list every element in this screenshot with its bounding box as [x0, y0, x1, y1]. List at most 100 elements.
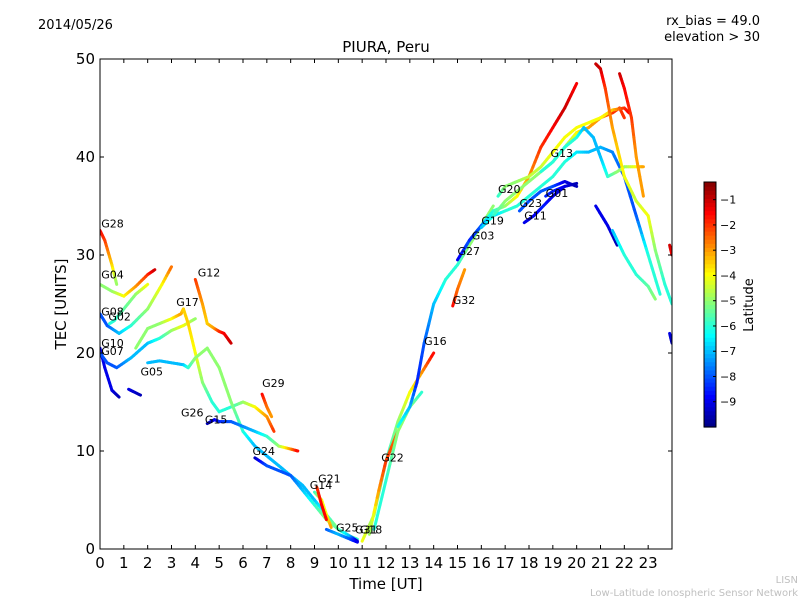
series-segment [324, 515, 328, 522]
series-label-g32: G32 [453, 294, 476, 307]
x-tick-label: 12 [376, 554, 395, 572]
rx-bias-label: rx_bias = 49.0 [666, 14, 760, 29]
series-label-g07: G07 [101, 345, 124, 358]
series-g25 [324, 527, 359, 544]
series-label-g31: G31 [355, 523, 378, 536]
colorbar-segment [704, 239, 716, 244]
x-tick-label: 9 [310, 554, 320, 572]
colorbar-segment [704, 394, 716, 400]
colorbar-segment [704, 365, 716, 371]
colorbar-segment [704, 333, 716, 338]
series-label-g19: G19 [481, 215, 504, 228]
series-label-g27: G27 [458, 245, 481, 258]
colorbar-segment [704, 320, 716, 326]
series-label-g15: G15 [205, 414, 228, 427]
series-label-g17: G17 [176, 296, 199, 309]
series-segment [614, 240, 619, 247]
colorbar-segment [704, 267, 716, 273]
x-tick-label: 5 [214, 554, 224, 572]
colorbar-tick-label: −7 [720, 345, 736, 358]
series-segment [573, 82, 579, 90]
series-label-g10: G10 [101, 337, 124, 350]
colorbar-segment [704, 182, 716, 187]
series-segment [656, 286, 662, 296]
colorbar-segment [704, 247, 716, 253]
y-tick-label: 0 [85, 540, 95, 558]
colorbar-tick-label: −1 [720, 194, 736, 207]
colorbar-segment [704, 410, 716, 416]
series-segment [489, 204, 495, 211]
colorbar-segment [704, 308, 716, 314]
colorbar-segment [704, 341, 716, 346]
colorbar-segment [704, 337, 716, 342]
colorbar-segment [704, 255, 716, 261]
series-g21 [315, 485, 328, 522]
series-label-g16: G16 [424, 335, 447, 348]
colorbar-segment [704, 218, 716, 224]
series-segment [271, 427, 276, 433]
x-tick-label: 21 [591, 554, 610, 572]
series-segment [191, 317, 197, 322]
series-g20 [496, 106, 631, 198]
series-g02 [108, 282, 150, 326]
colorbar-segment [704, 284, 716, 289]
series-label-g03: G03 [472, 229, 495, 242]
series-segment [152, 268, 157, 273]
series-g09 [594, 204, 619, 247]
colorbar-segment [704, 280, 716, 285]
colorbar-segment [704, 251, 716, 257]
series-label-g01: G01 [546, 187, 569, 200]
x-tick-label: 7 [262, 554, 272, 572]
series-segment [328, 523, 333, 529]
x-tick-label: 3 [167, 554, 177, 572]
colorbar-tick-label: −3 [720, 244, 736, 257]
series-g15 [205, 418, 300, 453]
series-g08 [100, 265, 173, 335]
x-tick-label: 22 [615, 554, 634, 572]
series-label-g11: G11 [524, 210, 547, 223]
colorbar-segment [704, 316, 716, 322]
series-g06 [618, 72, 645, 198]
colorbar-segment [704, 386, 716, 391]
series-g97 [610, 229, 657, 301]
series-label-g20: G20 [498, 183, 521, 196]
colorbar-segment [704, 271, 716, 277]
series-g30 [594, 62, 672, 306]
x-tick-label: 17 [496, 554, 515, 572]
colorbar-segment [704, 406, 716, 412]
colorbar-segment [704, 194, 716, 199]
series-segment [573, 184, 579, 188]
colorbar-segment [704, 296, 716, 302]
y-tick-label: 10 [76, 442, 95, 460]
footer-credit: LISN Low-Latitude Ionospheric Sensor Net… [590, 574, 798, 600]
elevation-label: elevation > 30 [664, 30, 760, 45]
series-label-g29: G29 [262, 377, 285, 390]
colorbar-tick-label: −6 [720, 320, 736, 333]
colorbar-segment [704, 243, 716, 248]
series-g01 [544, 181, 579, 198]
series-segment [137, 392, 143, 397]
colorbar-segment [704, 349, 716, 355]
colorbar-segment [704, 292, 716, 297]
series-segment [652, 295, 657, 301]
x-tick-label: 23 [639, 554, 658, 572]
series-g29 [260, 392, 274, 419]
colorbar-tick-label: −2 [720, 219, 736, 232]
colorbar-segment [704, 422, 716, 428]
colorbar-segment [704, 329, 716, 334]
colorbar-tick-label: −8 [720, 370, 736, 383]
colorbar-segment [704, 402, 716, 408]
footer-short: LISN [775, 575, 798, 586]
y-tick-label: 40 [76, 148, 95, 166]
series-g04 [100, 268, 157, 298]
series-segment [461, 268, 467, 275]
series-label-g24: G24 [253, 445, 276, 458]
colorbar-segment [704, 300, 716, 306]
series-segment [228, 340, 233, 345]
colorbar-segment [704, 231, 716, 236]
colorbar-frame [703, 181, 717, 428]
bias-info: rx_bias = 49.0 elevation > 30 [664, 14, 760, 46]
x-tick-label: 8 [286, 554, 296, 572]
series-g24 [253, 456, 359, 543]
